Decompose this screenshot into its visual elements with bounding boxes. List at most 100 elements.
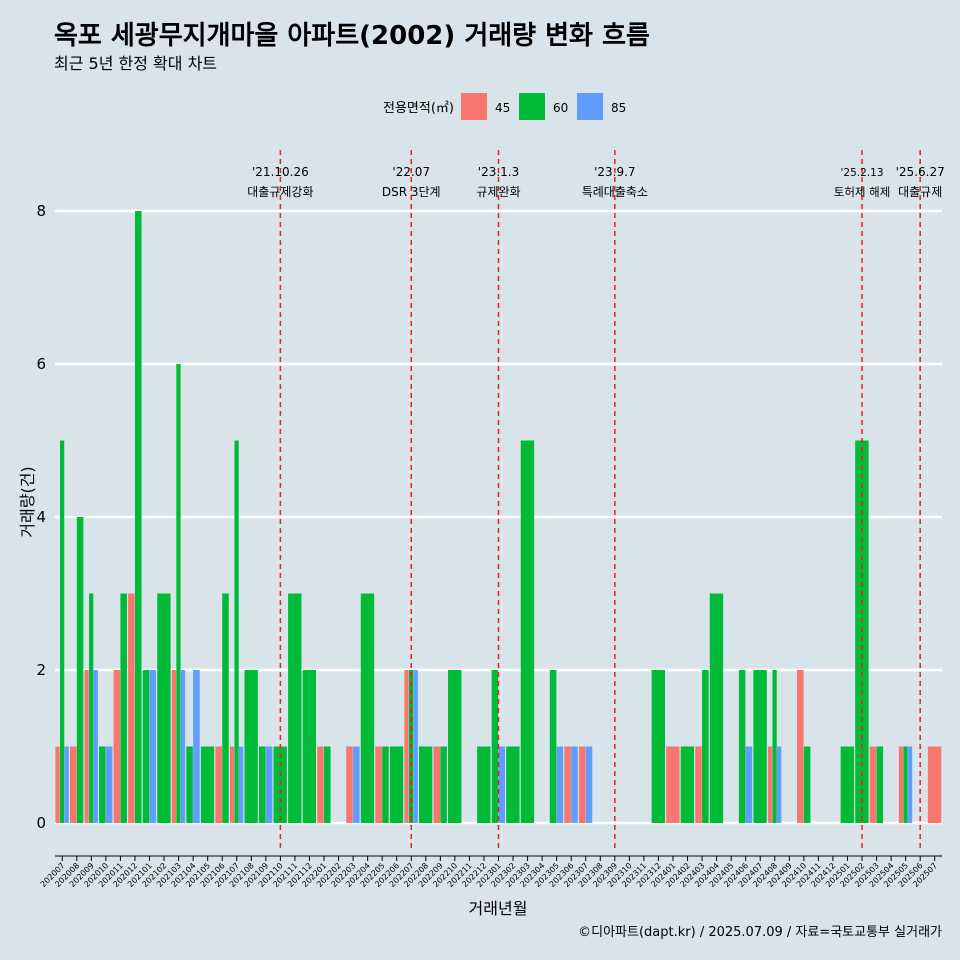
bar-85-202408 bbox=[777, 746, 782, 823]
bar-60-202403 bbox=[702, 670, 709, 823]
bar-45-202209 bbox=[433, 746, 441, 823]
bar-85-202505 bbox=[907, 746, 913, 823]
bar-45-202307 bbox=[578, 746, 586, 823]
bar-60-202404 bbox=[709, 593, 724, 823]
bar-60-202410 bbox=[803, 746, 811, 823]
bar-45-202205 bbox=[375, 746, 382, 823]
bar-60-202206 bbox=[389, 746, 404, 823]
bar-45-202011 bbox=[113, 670, 121, 823]
bar-45-202007 bbox=[55, 746, 60, 823]
bar-85-202007 bbox=[64, 746, 69, 823]
bar-85-202107 bbox=[239, 746, 244, 823]
bar-60-202406 bbox=[738, 670, 746, 823]
bar-45-202507 bbox=[927, 746, 942, 823]
bar-60-202011 bbox=[120, 593, 127, 823]
bar-60-202007 bbox=[59, 440, 65, 823]
bar-60-202012 bbox=[134, 211, 142, 823]
bar-60-202209 bbox=[440, 746, 447, 823]
bar-60-202303 bbox=[520, 440, 535, 823]
legend-swatch-60 bbox=[519, 93, 545, 120]
annotation-date: '23.9.7 bbox=[594, 165, 635, 179]
bar-45-202107 bbox=[229, 746, 235, 823]
bar-60-202109 bbox=[259, 746, 266, 823]
bar-45-202306 bbox=[564, 746, 571, 823]
bar-60-202204 bbox=[360, 593, 375, 823]
bar-45-202009 bbox=[84, 670, 89, 823]
annotation-text: 토허제 해제 bbox=[834, 185, 891, 199]
bar-85-202010 bbox=[105, 746, 113, 823]
legend-label-45: 45 bbox=[495, 101, 510, 115]
annotation-date: '25.2.13 bbox=[841, 167, 884, 179]
legend-title: 전용면적(㎡) bbox=[383, 101, 454, 116]
bar-60-202505 bbox=[903, 746, 908, 823]
bar-85-202009 bbox=[93, 670, 98, 823]
legend: 전용면적(㎡) 45 60 85 bbox=[383, 93, 626, 120]
bar-60-202301 bbox=[491, 670, 499, 823]
bar-85-202207 bbox=[413, 670, 418, 823]
bar-85-202109 bbox=[265, 746, 273, 823]
source-caption: ©디아파트(dapt.kr) / 2025.07.09 / 자료=국토교통부 실… bbox=[578, 925, 942, 940]
annotation-date: '21.10.26 bbox=[252, 165, 309, 179]
annotations: '21.10.26 대출규제강화 '22.07 DSR 3단계 '23.1.3 규제완화 '… bbox=[247, 150, 945, 848]
bar-45-202401 bbox=[666, 746, 680, 823]
bar-60-202111 bbox=[288, 593, 302, 823]
bar-60-202210 bbox=[448, 670, 462, 823]
bar-60-202008 bbox=[76, 517, 84, 823]
bar-85-202103 bbox=[180, 670, 186, 823]
legend-label-85: 85 bbox=[611, 101, 626, 115]
y-tick-label: 8 bbox=[36, 202, 46, 220]
gridlines bbox=[55, 209, 942, 825]
x-axis-title: 거래년월 bbox=[469, 899, 528, 918]
bar-60-202101 bbox=[142, 670, 150, 823]
bar-60-202503 bbox=[876, 746, 884, 823]
bar-85-202301 bbox=[498, 746, 506, 823]
bar-45-202201 bbox=[317, 746, 324, 823]
bar-45-202410 bbox=[797, 670, 804, 823]
bar-45-202503 bbox=[869, 746, 877, 823]
bar-60-202112 bbox=[302, 670, 317, 823]
annotation-date: '22.07 bbox=[392, 165, 430, 179]
y-axis-title: 거래량(건) bbox=[18, 466, 37, 537]
annotation-date: '23.1.3 bbox=[478, 165, 519, 179]
bar-45-202505 bbox=[898, 746, 904, 823]
bar-60-202302 bbox=[506, 746, 520, 823]
bar-60-202305 bbox=[549, 670, 557, 823]
bar-60-202208 bbox=[418, 746, 433, 823]
bar-60-202205 bbox=[382, 746, 389, 823]
bar-60-202407 bbox=[753, 670, 767, 823]
chart-text: 옥포 세광무지개마을 아파트(2002) 거래량 변화 흐름 최근 5년 한정 … bbox=[18, 21, 942, 940]
bar-60-202408 bbox=[772, 670, 777, 823]
bar-45-202103 bbox=[171, 670, 177, 823]
legend-label-60: 60 bbox=[553, 101, 568, 115]
bar-45-202408 bbox=[767, 746, 773, 823]
bar-45-202008 bbox=[69, 746, 77, 823]
legend-swatch-45 bbox=[461, 93, 487, 120]
bar-85-202104 bbox=[193, 670, 200, 823]
bar-85-202307 bbox=[585, 746, 593, 823]
bar-60-202009 bbox=[89, 593, 94, 823]
annotation-text: 대출규제 bbox=[898, 185, 942, 199]
bar-45-202403 bbox=[695, 746, 702, 823]
bar-85-202305 bbox=[556, 746, 564, 823]
bar-60-202402 bbox=[680, 746, 695, 823]
bar-60-202107 bbox=[234, 440, 239, 823]
chart-title: 옥포 세광무지개마을 아파트(2002) 거래량 변화 흐름 bbox=[54, 21, 650, 51]
annotation-text: DSR 3단계 bbox=[382, 185, 441, 199]
bar-60-202212 bbox=[477, 746, 491, 823]
annotation-date: '25.6.27 bbox=[896, 165, 945, 179]
bar-85-202406 bbox=[745, 746, 753, 823]
bar-60-202103 bbox=[176, 364, 181, 823]
y-tick-label: 0 bbox=[36, 814, 46, 832]
bar-85-202203 bbox=[353, 746, 360, 823]
bar-60-202106 bbox=[222, 593, 229, 823]
legend-swatch-85 bbox=[577, 93, 603, 120]
bar-85-202306 bbox=[571, 746, 578, 823]
bar-45-202106 bbox=[215, 746, 222, 823]
bar-60-202104 bbox=[186, 746, 193, 823]
bar-85-202101 bbox=[149, 670, 157, 823]
y-tick-label: 4 bbox=[36, 508, 46, 526]
bars bbox=[55, 211, 942, 823]
annotation-text: 대출규제강화 bbox=[247, 185, 313, 199]
